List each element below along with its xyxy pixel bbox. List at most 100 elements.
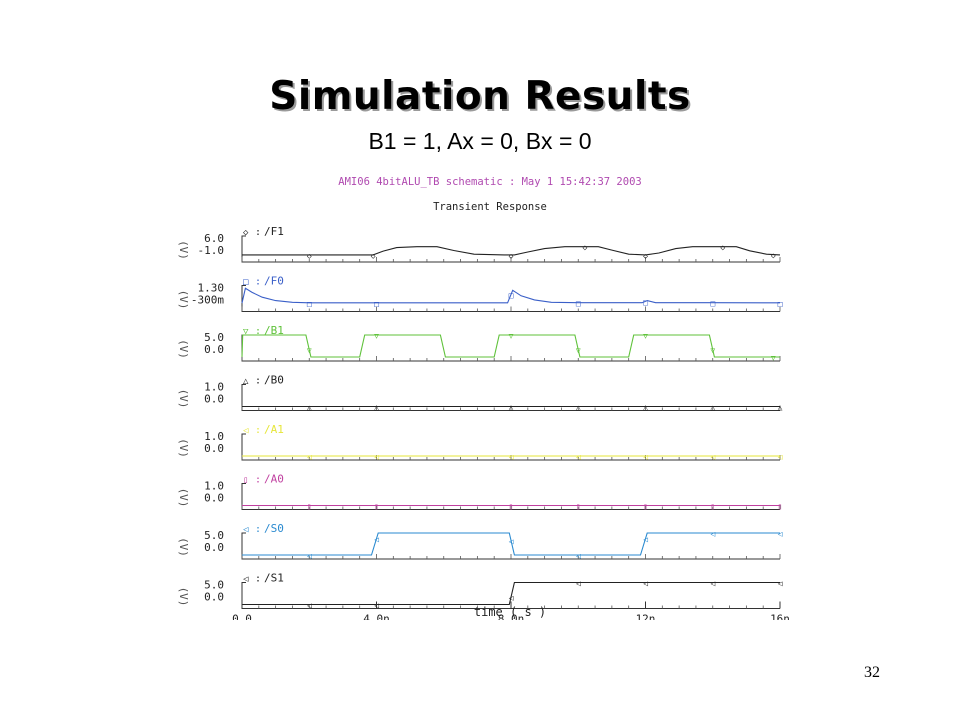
- waveform-marker: □: [374, 299, 379, 308]
- waveform-marker: ▯: [778, 502, 783, 511]
- x-axis-label: time ( s ): [474, 605, 546, 619]
- signal-row-s1: (V)5.00.0◁:/S1◁◁◁◁◁◁◁: [177, 572, 783, 611]
- waveform-marker: □: [643, 298, 648, 307]
- waveform-marker: ◇: [720, 243, 725, 252]
- waveform-marker: ◁: [374, 535, 379, 544]
- waveform-marker: ◁: [374, 453, 379, 462]
- waveform-marker: ▽: [307, 346, 312, 355]
- y-min-label: 0.0: [204, 492, 224, 505]
- series-name: /A0: [264, 473, 284, 486]
- y-min-label: 0.0: [204, 343, 224, 356]
- waveform-marker: ◁: [509, 537, 514, 546]
- y-max-label: 1.30: [198, 282, 225, 295]
- y-max-label: 1.0: [204, 381, 224, 394]
- series-colon: :: [255, 524, 261, 535]
- waveform-marker: □: [307, 299, 312, 308]
- y-min-label: 0.0: [204, 442, 224, 455]
- x-tick-label: 16n: [770, 613, 790, 621]
- waveform-marker: ◇: [307, 251, 312, 260]
- waveform-marker: ◁: [509, 594, 514, 603]
- waveform-b1: [241, 334, 780, 358]
- series-name: /A1: [264, 423, 284, 436]
- waveform-marker: ◇: [643, 251, 648, 260]
- x-tick-label: 12n: [636, 613, 656, 621]
- y-max-label: 5.0: [204, 331, 224, 344]
- x-tick-label: 0.0: [232, 613, 252, 621]
- y-max-label: 5.0: [204, 529, 224, 542]
- waveform-marker: ▽: [509, 332, 514, 341]
- series-colon: :: [255, 475, 261, 486]
- waveform-s1: [242, 581, 780, 606]
- waveform-marker: △: [374, 403, 379, 412]
- signal-row-a0: (V) 1.00.0 ▯:/A0 ▯ ▯ ▯ ▯ ▯ ▯ ▯: [177, 473, 782, 512]
- series-colon: :: [255, 376, 261, 387]
- waveform-f0: [241, 287, 781, 304]
- series-symbol: ▽: [243, 327, 249, 337]
- waveform-marker: ◁: [509, 453, 514, 462]
- waveform-marker: ▯: [643, 502, 648, 511]
- slide-subtitle: B1 = 1, Ax = 0, Bx = 0: [368, 128, 592, 154]
- waveform-marker: ▽: [374, 332, 379, 341]
- waveform-marker: ◇: [509, 251, 514, 260]
- y-min-label: -1.0: [198, 244, 225, 257]
- waveform-marker: ▯: [710, 502, 715, 511]
- series-name: /F1: [264, 225, 284, 238]
- waveform-f1: [242, 246, 781, 256]
- y-max-label: 1.0: [204, 430, 224, 443]
- y-min-label: 0.0: [204, 393, 224, 406]
- series-name: /S1: [264, 572, 284, 585]
- waveform-marker: ◁: [307, 552, 312, 561]
- chart-header: AMI06 4bitALU_TB schematic : May 1 15:42…: [338, 176, 641, 188]
- series-symbol: ▯: [243, 476, 248, 486]
- series-symbol: ◁: [243, 575, 249, 585]
- waveform-marker: ▽: [576, 346, 581, 355]
- page-number: 32: [864, 664, 880, 681]
- series-symbol: ◁: [243, 525, 249, 535]
- y-axis-bracket: [241, 235, 246, 263]
- waveform-marker: △: [576, 403, 581, 412]
- waveform-marker: ◇: [771, 251, 776, 260]
- signal-row-a1: (V) 1.00.0 ◁:/A1 ◁ ◁ ◁ ◁ ◁ ◁ ◁: [177, 423, 783, 462]
- y-min-label: 0.0: [204, 591, 224, 604]
- waveform-marker: ▽: [710, 346, 715, 355]
- waveform-marker: ◁: [643, 535, 648, 544]
- series-colon: :: [255, 277, 261, 288]
- waveform-marker: △: [643, 403, 648, 412]
- unit-label: (V): [177, 537, 190, 557]
- waveform-marker: △: [509, 403, 514, 412]
- waveform-marker: △: [710, 403, 715, 412]
- waveform-marker: ▯: [307, 502, 312, 511]
- waveform-marker: ◁: [778, 579, 783, 588]
- series-colon: :: [255, 574, 261, 585]
- waveform-marker: ◇: [371, 251, 376, 260]
- waveform-marker: ▯: [576, 502, 581, 511]
- waveform-marker: ◁: [643, 579, 648, 588]
- waveform-marker: ◁: [576, 552, 581, 561]
- y-max-label: 1.0: [204, 480, 224, 493]
- series-symbol: ◁: [243, 426, 249, 436]
- signal-row-f0: (V) 1.30-300m □:/F0 □ □ □ □ □ □ □: [177, 275, 783, 312]
- series-name: /B0: [264, 374, 284, 387]
- waveform-marker: ◁: [576, 579, 581, 588]
- waveform-marker: ◁: [307, 601, 312, 610]
- unit-label: (V): [177, 389, 190, 409]
- series-symbol: ◇: [243, 228, 249, 238]
- waveform-marker: ▯: [374, 502, 379, 511]
- unit-label: (V): [177, 339, 190, 359]
- unit-label: (V): [177, 290, 190, 310]
- waveform-marker: ◁: [778, 453, 783, 462]
- waveform-marker: ◁: [576, 453, 581, 462]
- waveform-marker: ◁: [710, 530, 715, 539]
- unit-label: (V): [177, 488, 190, 508]
- waveform-marker: ◁: [710, 453, 715, 462]
- waveform-s0: [242, 532, 780, 556]
- series-colon: :: [255, 326, 261, 337]
- signal-row-s0: (V) 5.00.0 ◁:/S0 ◁ ◁ ◁ ◁ ◁ ◁ ◁: [177, 522, 783, 561]
- y-min-label: 0.0: [204, 541, 224, 554]
- waveform-marker: ◇: [583, 243, 588, 252]
- series-colon: :: [255, 227, 261, 238]
- chart-title: Transient Response: [433, 201, 547, 213]
- unit-label: (V): [177, 438, 190, 458]
- x-tick-label: 4.0n: [363, 613, 390, 621]
- series-name: /F0: [264, 275, 284, 288]
